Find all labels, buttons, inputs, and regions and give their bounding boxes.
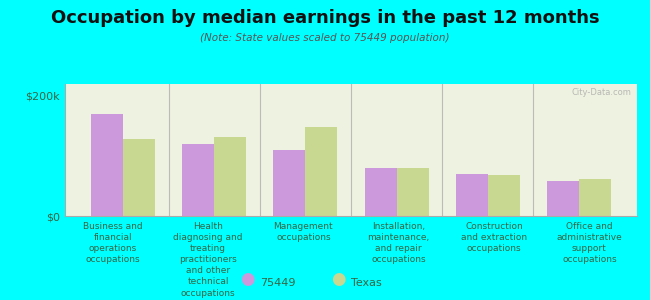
Text: Health
diagnosing and
treating
practitioners
and other
technical
occupations: Health diagnosing and treating practitio… <box>174 222 242 298</box>
Bar <box>547 181 579 216</box>
Text: Management
occupations: Management occupations <box>274 222 333 242</box>
Bar <box>306 127 337 216</box>
Bar <box>365 168 396 216</box>
Bar <box>274 150 305 216</box>
Bar <box>579 179 611 216</box>
Text: ●: ● <box>240 270 254 288</box>
Text: 75449: 75449 <box>260 278 296 288</box>
Text: Texas: Texas <box>351 278 382 288</box>
Text: Office and
administrative
support
occupations: Office and administrative support occupa… <box>556 222 622 264</box>
Text: Business and
financial
operations
occupations: Business and financial operations occupa… <box>83 222 142 264</box>
Text: City-Data.com: City-Data.com <box>571 88 631 97</box>
Bar <box>123 139 155 216</box>
Text: Occupation by median earnings in the past 12 months: Occupation by median earnings in the pas… <box>51 9 599 27</box>
Bar <box>396 168 428 216</box>
Bar <box>91 114 123 216</box>
Bar <box>488 175 520 216</box>
Text: ●: ● <box>331 270 345 288</box>
Bar <box>456 174 488 216</box>
Bar <box>182 144 214 216</box>
Text: Construction
and extraction
occupations: Construction and extraction occupations <box>461 222 527 253</box>
Text: Installation,
maintenance,
and repair
occupations: Installation, maintenance, and repair oc… <box>367 222 430 264</box>
Bar <box>214 137 246 216</box>
Text: (Note: State values scaled to 75449 population): (Note: State values scaled to 75449 popu… <box>200 33 450 43</box>
